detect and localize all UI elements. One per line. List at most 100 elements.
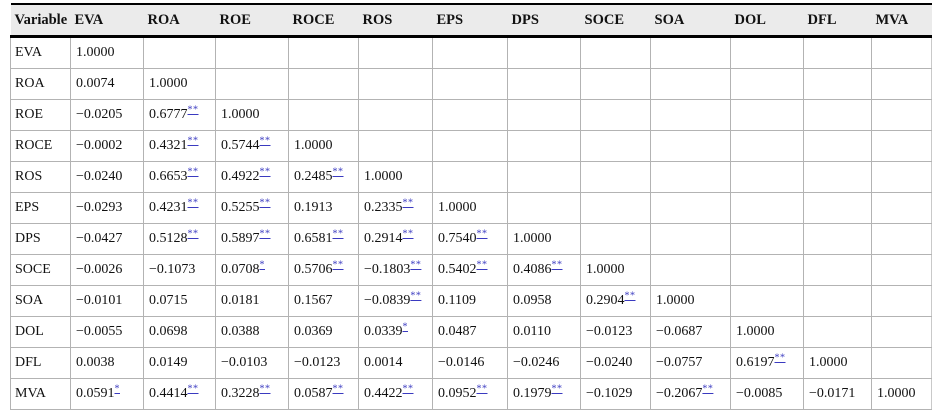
cell-dfl-dol: 0.6197** — [730, 347, 804, 379]
row-label-ros: ROS — [10, 161, 71, 193]
table-row-roa: ROA 0.0074 1.0000 — [10, 68, 932, 100]
significance-link[interactable]: ** — [259, 197, 271, 209]
table-row-eva: EVA 1.0000 — [10, 36, 932, 69]
cell-roce-soa — [650, 130, 731, 162]
correlation-value: 0.1913 — [294, 200, 333, 215]
cell-dol-dol: 1.0000 — [730, 316, 804, 348]
significance-link[interactable]: ** — [702, 383, 714, 395]
cell-eps-soa — [650, 192, 731, 224]
cell-mva-mva: 1.0000 — [871, 378, 932, 410]
row-label-eva: EVA — [10, 36, 71, 69]
cell-roa-mva — [871, 68, 932, 100]
table-row-eps: EPS −0.0293 0.4231** 0.5255** 0.1913 0.2335**… — [10, 192, 932, 224]
significance-link[interactable]: ** — [774, 352, 786, 364]
cell-roa-ros — [358, 68, 433, 100]
significance-link[interactable]: ** — [410, 259, 422, 271]
significance-link[interactable]: ** — [187, 383, 199, 395]
significance-link[interactable]: ** — [402, 197, 414, 209]
cell-roa-dps — [507, 68, 581, 100]
significance-link[interactable]: ** — [187, 135, 199, 147]
row-label-roe: ROE — [10, 99, 71, 131]
correlation-value: 0.4922 — [221, 169, 260, 184]
cell-dfl-dps: −0.0246 — [507, 347, 581, 379]
cell-ros-roa: 0.6653** — [143, 161, 216, 193]
column-header-dps: DPS — [507, 3, 581, 38]
cell-mva-dps: 0.1979** — [507, 378, 581, 410]
significance-link[interactable]: ** — [551, 259, 563, 271]
significance-link[interactable]: ** — [259, 135, 271, 147]
cell-mva-soa: −0.2067** — [650, 378, 731, 410]
correlation-value: −0.1029 — [586, 386, 633, 401]
cell-roe-roe: 1.0000 — [215, 99, 289, 131]
significance-link[interactable]: ** — [332, 259, 344, 271]
cell-eps-dol — [730, 192, 804, 224]
cell-dps-mva — [871, 223, 932, 255]
significance-link[interactable]: ** — [187, 197, 199, 209]
significance-link[interactable]: ** — [410, 290, 422, 302]
column-header-eps: EPS — [432, 3, 508, 38]
cell-dfl-ros: 0.0014 — [358, 347, 433, 379]
correlation-value: 0.6777 — [149, 107, 188, 122]
correlation-value: 0.0958 — [513, 293, 552, 308]
significance-link[interactable]: * — [259, 259, 265, 271]
significance-link[interactable]: ** — [476, 228, 488, 240]
significance-link[interactable]: ** — [187, 166, 199, 178]
correlation-value: −0.0026 — [76, 262, 123, 277]
cell-dfl-eps: −0.0146 — [432, 347, 508, 379]
significance-link[interactable]: ** — [187, 104, 199, 116]
cell-roce-dol — [730, 130, 804, 162]
cell-roa-eva: 0.0074 — [70, 68, 144, 100]
cell-mva-ros: 0.4422** — [358, 378, 433, 410]
correlation-value: 0.0014 — [364, 355, 403, 370]
table-row-soce: SOCE −0.0026 −0.1073 0.0708* 0.5706** −0.1803… — [10, 254, 932, 286]
significance-link[interactable]: ** — [259, 166, 271, 178]
correlation-value: 0.4231 — [149, 200, 188, 215]
significance-link[interactable]: ** — [476, 259, 488, 271]
cell-mva-dol: −0.0085 — [730, 378, 804, 410]
significance-link[interactable]: ** — [476, 383, 488, 395]
row-label-dol: DOL — [10, 316, 71, 348]
table-header: Variable EVA ROA ROE ROCE ROS EPS DPS SOCE SOA DOL… — [10, 3, 932, 38]
significance-link[interactable]: ** — [259, 228, 271, 240]
cell-roa-roce — [288, 68, 359, 100]
cell-dol-roe: 0.0388 — [215, 316, 289, 348]
cell-dfl-soce: −0.0240 — [580, 347, 651, 379]
cell-eps-dfl — [803, 192, 872, 224]
column-header-soa: SOA — [650, 3, 731, 38]
significance-link[interactable]: ** — [551, 383, 563, 395]
cell-eps-eps: 1.0000 — [432, 192, 508, 224]
correlation-value: 0.4321 — [149, 138, 188, 153]
cell-soce-ros: −0.1803** — [358, 254, 433, 286]
cell-mva-dfl: −0.0171 — [803, 378, 872, 410]
significance-link[interactable]: ** — [624, 290, 636, 302]
significance-link[interactable]: ** — [332, 166, 344, 178]
significance-link[interactable]: ** — [259, 383, 271, 395]
table-row-soa: SOA −0.0101 0.0715 0.0181 0.1567 −0.0839** 0.1… — [10, 285, 932, 317]
significance-link[interactable]: ** — [332, 228, 344, 240]
significance-link[interactable]: * — [402, 321, 408, 333]
correlation-value: 1.0000 — [877, 386, 916, 401]
correlation-value: −0.0123 — [294, 355, 341, 370]
correlation-value: 0.0708 — [221, 262, 260, 277]
cell-dps-roce: 0.6581** — [288, 223, 359, 255]
correlation-value: −0.0123 — [586, 324, 633, 339]
cell-soce-eva: −0.0026 — [70, 254, 144, 286]
significance-link[interactable]: ** — [332, 383, 344, 395]
cell-dps-dfl — [803, 223, 872, 255]
correlation-value: 0.6197 — [736, 355, 775, 370]
cell-soa-roa: 0.0715 — [143, 285, 216, 317]
significance-link[interactable]: ** — [402, 383, 414, 395]
correlation-value: 0.1979 — [513, 386, 552, 401]
correlation-value: 1.0000 — [809, 355, 848, 370]
significance-link[interactable]: ** — [402, 228, 414, 240]
cell-roe-ros — [358, 99, 433, 131]
cell-soa-dps: 0.0958 — [507, 285, 581, 317]
cell-roa-roe — [215, 68, 289, 100]
correlation-value: 0.2914 — [364, 231, 403, 246]
correlation-value: 0.0339 — [364, 324, 403, 339]
cell-dfl-soa: −0.0757 — [650, 347, 731, 379]
significance-link[interactable]: ** — [187, 228, 199, 240]
correlation-value: 1.0000 — [364, 169, 403, 184]
cell-dfl-roa: 0.0149 — [143, 347, 216, 379]
significance-link[interactable]: * — [114, 383, 120, 395]
